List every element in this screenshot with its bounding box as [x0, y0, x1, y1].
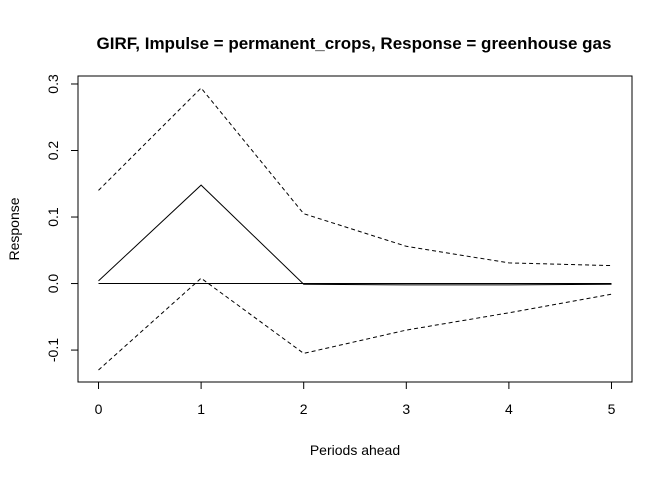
x-tick-label: 4 [505, 401, 513, 417]
y-tick-label: 0.2 [45, 141, 61, 161]
x-axis: 0 1 2 3 4 5 [95, 381, 616, 417]
chart-title: GIRF, Impulse = permanent_crops, Respons… [97, 34, 612, 53]
x-tick-label: 3 [402, 401, 410, 417]
plot-frame [77, 75, 633, 383]
y-axis-label: Response [6, 197, 22, 260]
x-tick-label: 1 [197, 401, 205, 417]
y-tick-label: 0.0 [45, 274, 61, 294]
x-tick-label: 0 [95, 401, 103, 417]
x-tick-label: 5 [608, 401, 616, 417]
y-tick-label: -0.1 [45, 338, 61, 362]
upper-series-line [98, 87, 612, 267]
response-series-line [98, 184, 612, 286]
x-axis-label: Periods ahead [310, 442, 400, 458]
x-tick-label: 2 [300, 401, 308, 417]
y-axis: -0.1 0.0 0.1 0.2 0.3 [45, 74, 79, 362]
y-tick-label: 0.3 [45, 74, 61, 94]
y-tick-label: 0.1 [45, 207, 61, 227]
series-layer [98, 87, 612, 371]
lower-series-line [98, 277, 612, 371]
